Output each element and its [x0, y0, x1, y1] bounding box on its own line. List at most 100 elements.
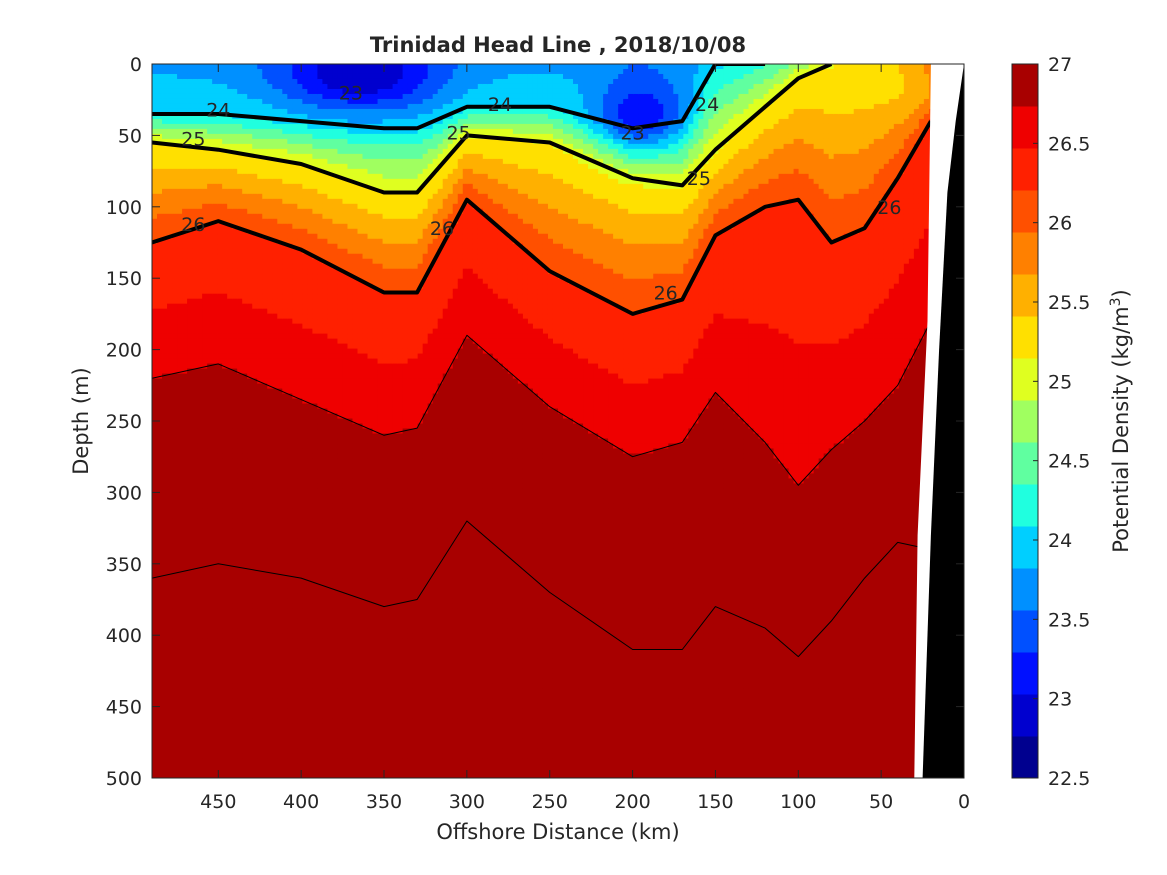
density-cell	[312, 743, 319, 749]
density-cell	[157, 388, 163, 395]
density-cell	[167, 383, 173, 390]
density-cell	[182, 338, 188, 345]
density-cell	[222, 178, 228, 185]
density-cell	[162, 508, 168, 514]
density-cell	[207, 333, 213, 340]
density-cell	[242, 218, 248, 225]
density-cell	[317, 68, 324, 75]
density-cell	[217, 163, 223, 170]
density-cell	[187, 758, 193, 764]
density-cell	[252, 673, 258, 679]
density-cell	[272, 693, 278, 699]
density-cell	[307, 573, 313, 579]
density-cell	[292, 503, 298, 509]
density-cell	[187, 633, 193, 639]
density-cell	[282, 358, 288, 365]
density-cell	[177, 768, 183, 774]
density-cell	[227, 648, 233, 654]
density-cell	[162, 298, 168, 305]
density-cell	[317, 263, 324, 270]
density-cell	[152, 573, 158, 579]
density-cell	[157, 363, 163, 370]
density-cell	[232, 668, 238, 674]
density-cell	[257, 193, 263, 200]
density-cell	[322, 548, 329, 554]
density-cell	[217, 498, 223, 504]
density-cell	[242, 313, 248, 320]
density-cell	[182, 533, 188, 539]
density-cell	[267, 313, 273, 320]
density-cell	[172, 278, 178, 285]
density-cell	[242, 698, 248, 704]
density-cell	[302, 553, 308, 559]
density-cell	[217, 173, 223, 180]
density-cell	[217, 308, 223, 315]
density-cell	[152, 508, 158, 514]
density-cell	[307, 383, 313, 390]
density-cell	[312, 548, 319, 554]
density-cell	[172, 468, 178, 475]
density-cell	[287, 748, 293, 754]
density-cell	[292, 683, 298, 689]
density-cell	[162, 188, 168, 195]
density-cell	[222, 168, 228, 175]
density-cell	[162, 258, 168, 265]
density-cell	[217, 243, 223, 250]
density-cell	[207, 188, 213, 195]
density-cell	[177, 653, 183, 659]
density-cell	[212, 333, 218, 340]
density-cell	[287, 503, 293, 509]
density-cell	[207, 78, 213, 85]
density-cell	[317, 308, 324, 315]
density-cell	[207, 208, 213, 215]
density-cell	[297, 703, 303, 709]
density-cell	[282, 613, 288, 619]
density-cell	[287, 613, 293, 619]
density-cell	[317, 113, 324, 120]
density-cell	[262, 178, 268, 185]
density-cell	[247, 283, 253, 290]
density-cell	[262, 158, 268, 165]
density-cell	[252, 273, 258, 280]
density-cell	[252, 363, 258, 370]
density-cell	[162, 738, 168, 744]
density-cell	[322, 153, 329, 160]
density-cell	[157, 443, 163, 450]
density-cell	[257, 513, 263, 519]
density-cell	[212, 698, 218, 704]
density-cell	[317, 238, 324, 245]
density-cell	[257, 703, 263, 709]
density-cell	[172, 333, 178, 340]
density-cell	[177, 488, 183, 494]
density-cell	[282, 678, 288, 684]
density-cell	[282, 68, 288, 75]
density-cell	[197, 278, 203, 285]
density-cell	[232, 643, 238, 649]
density-cell	[227, 598, 233, 604]
density-cell	[312, 558, 319, 564]
density-cell	[292, 448, 298, 455]
density-cell	[202, 703, 208, 709]
density-cell	[282, 443, 288, 450]
density-cell	[227, 188, 233, 195]
density-cell	[157, 148, 163, 155]
density-cell	[277, 213, 283, 220]
density-cell	[222, 123, 228, 130]
density-cell	[262, 458, 268, 465]
density-cell	[277, 323, 283, 330]
density-cell	[297, 758, 303, 764]
density-cell	[282, 533, 288, 539]
density-cell	[307, 638, 313, 644]
density-cell	[287, 518, 293, 524]
density-cell	[277, 248, 283, 255]
density-cell	[272, 533, 278, 539]
density-cell	[232, 593, 238, 599]
density-cell	[242, 748, 248, 754]
density-cell	[177, 763, 183, 769]
density-cell	[297, 138, 303, 145]
density-cell	[177, 623, 183, 629]
density-cell	[272, 523, 278, 529]
density-cell	[197, 498, 203, 504]
density-cell	[247, 173, 253, 180]
density-cell	[187, 283, 193, 290]
